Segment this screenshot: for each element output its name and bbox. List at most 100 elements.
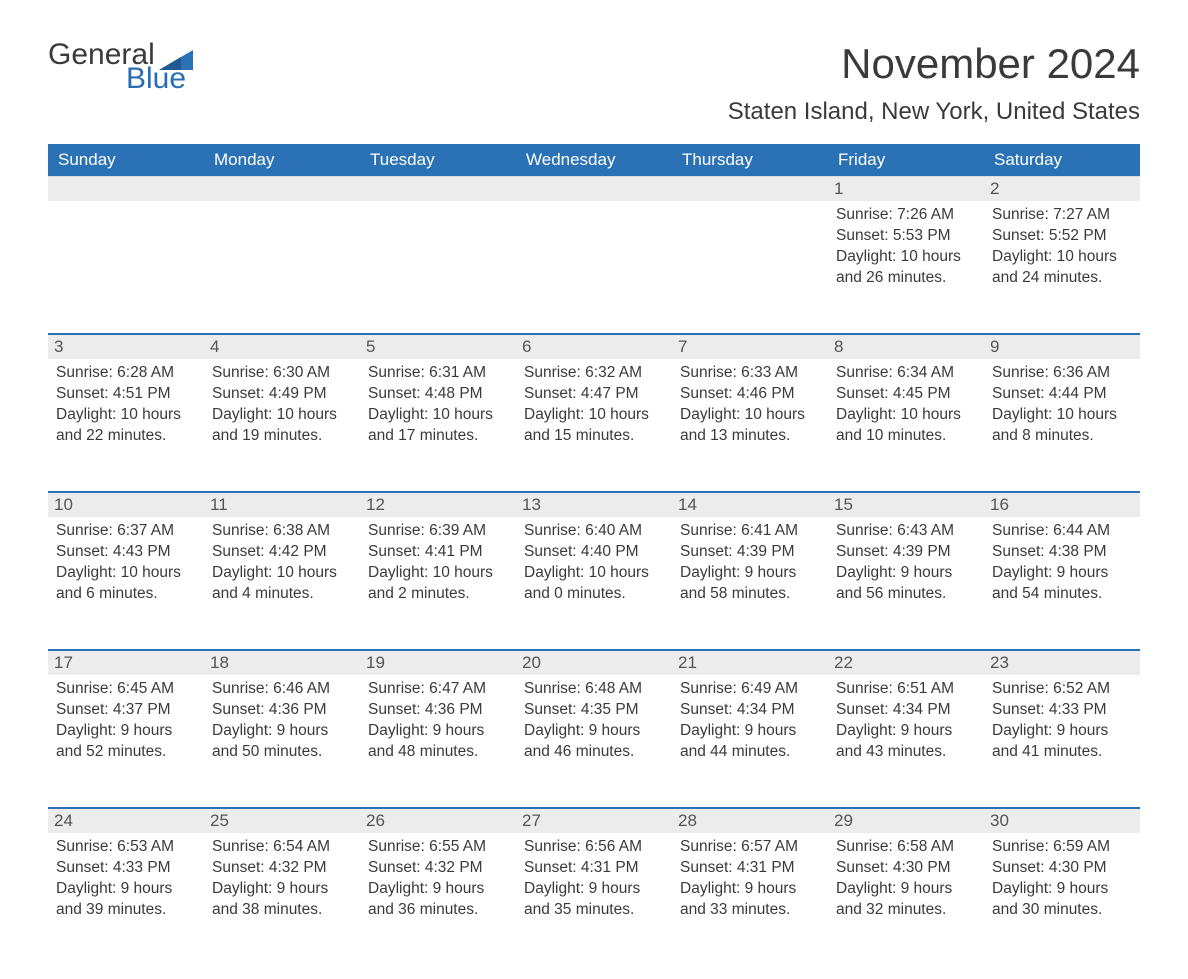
daylight-line: Daylight: 10 hours and 13 minutes.: [680, 405, 820, 447]
daylight-line: Daylight: 9 hours and 33 minutes.: [680, 879, 820, 921]
sunset-line: Sunset: 4:42 PM: [212, 542, 352, 563]
day-number: 29: [828, 809, 984, 833]
sunset-line: Sunset: 4:30 PM: [992, 858, 1132, 879]
day-number: 9: [984, 335, 1140, 359]
sunset-line: Sunset: 4:44 PM: [992, 384, 1132, 405]
day-number: 21: [672, 651, 828, 675]
day-number: 1: [828, 177, 984, 201]
sunset-line: Sunset: 4:49 PM: [212, 384, 352, 405]
day-number: 25: [204, 809, 360, 833]
day-number-blank: [204, 177, 360, 201]
day-cell: 20Sunrise: 6:48 AMSunset: 4:35 PMDayligh…: [516, 651, 672, 781]
weekday-header: Sunday: [48, 144, 204, 176]
day-number: 17: [48, 651, 204, 675]
sunset-line: Sunset: 4:39 PM: [836, 542, 976, 563]
day-cell: 30Sunrise: 6:59 AMSunset: 4:30 PMDayligh…: [984, 809, 1140, 939]
sunset-line: Sunset: 4:40 PM: [524, 542, 664, 563]
day-cell: 1Sunrise: 7:26 AMSunset: 5:53 PMDaylight…: [828, 177, 984, 307]
daylight-line: Daylight: 10 hours and 15 minutes.: [524, 405, 664, 447]
empty-cell: [672, 177, 828, 307]
day-number: 5: [360, 335, 516, 359]
daylight-line: Daylight: 10 hours and 24 minutes.: [992, 247, 1132, 289]
sunrise-line: Sunrise: 6:38 AM: [212, 521, 352, 542]
sunrise-line: Sunrise: 6:40 AM: [524, 521, 664, 542]
sunrise-line: Sunrise: 6:32 AM: [524, 363, 664, 384]
daylight-line: Daylight: 9 hours and 32 minutes.: [836, 879, 976, 921]
sunrise-line: Sunrise: 6:37 AM: [56, 521, 196, 542]
sunrise-line: Sunrise: 6:54 AM: [212, 837, 352, 858]
sunrise-line: Sunrise: 7:27 AM: [992, 205, 1132, 226]
day-cell: 29Sunrise: 6:58 AMSunset: 4:30 PMDayligh…: [828, 809, 984, 939]
daylight-line: Daylight: 9 hours and 58 minutes.: [680, 563, 820, 605]
day-number: 7: [672, 335, 828, 359]
day-number: 22: [828, 651, 984, 675]
sunrise-line: Sunrise: 6:33 AM: [680, 363, 820, 384]
daylight-line: Daylight: 9 hours and 35 minutes.: [524, 879, 664, 921]
daylight-line: Daylight: 9 hours and 38 minutes.: [212, 879, 352, 921]
sunrise-line: Sunrise: 6:28 AM: [56, 363, 196, 384]
sunset-line: Sunset: 4:39 PM: [680, 542, 820, 563]
day-number: 15: [828, 493, 984, 517]
day-cell: 3Sunrise: 6:28 AMSunset: 4:51 PMDaylight…: [48, 335, 204, 465]
sunset-line: Sunset: 4:33 PM: [56, 858, 196, 879]
day-cell: 13Sunrise: 6:40 AMSunset: 4:40 PMDayligh…: [516, 493, 672, 623]
sunset-line: Sunset: 4:51 PM: [56, 384, 196, 405]
day-cell: 11 Sunrise: 6:38 AMSunset: 4:42 PMDayligh…: [204, 493, 360, 623]
sunset-line: Sunset: 4:33 PM: [992, 700, 1132, 721]
day-number: 20: [516, 651, 672, 675]
daylight-line: Daylight: 10 hours and 2 minutes.: [368, 563, 508, 605]
empty-cell: [516, 177, 672, 307]
weekday-header: Wednesday: [516, 144, 672, 176]
month-title: November 2024: [728, 40, 1140, 88]
sunset-line: Sunset: 4:45 PM: [836, 384, 976, 405]
sunset-line: Sunset: 4:34 PM: [836, 700, 976, 721]
calendar: SundayMondayTuesdayWednesdayThursdayFrid…: [48, 144, 1140, 939]
daylight-line: Daylight: 10 hours and 26 minutes.: [836, 247, 976, 289]
weekday-header: Thursday: [672, 144, 828, 176]
daylight-line: Daylight: 9 hours and 50 minutes.: [212, 721, 352, 763]
day-cell: 4Sunrise: 6:30 AMSunset: 4:49 PMDaylight…: [204, 335, 360, 465]
sunrise-line: Sunrise: 6:34 AM: [836, 363, 976, 384]
day-cell: 17Sunrise: 6:45 AMSunset: 4:37 PMDayligh…: [48, 651, 204, 781]
logo-text-blue: Blue: [126, 64, 193, 94]
sunset-line: Sunset: 4:37 PM: [56, 700, 196, 721]
day-cell: 22Sunrise: 6:51 AMSunset: 4:34 PMDayligh…: [828, 651, 984, 781]
sunrise-line: Sunrise: 6:43 AM: [836, 521, 976, 542]
daylight-line: Daylight: 9 hours and 39 minutes.: [56, 879, 196, 921]
day-number: 13: [516, 493, 672, 517]
weekday-header: Monday: [204, 144, 360, 176]
calendar-body: 1Sunrise: 7:26 AMSunset: 5:53 PMDaylight…: [48, 176, 1140, 939]
title-block: November 2024 Staten Island, New York, U…: [728, 40, 1140, 126]
day-cell: 25Sunrise: 6:54 AMSunset: 4:32 PMDayligh…: [204, 809, 360, 939]
sunrise-line: Sunrise: 6:39 AM: [368, 521, 508, 542]
daylight-line: Daylight: 9 hours and 36 minutes.: [368, 879, 508, 921]
daylight-line: Daylight: 9 hours and 43 minutes.: [836, 721, 976, 763]
day-cell: 2Sunrise: 7:27 AMSunset: 5:52 PMDaylight…: [984, 177, 1140, 307]
sunrise-line: Sunrise: 6:47 AM: [368, 679, 508, 700]
sunrise-line: Sunrise: 6:46 AM: [212, 679, 352, 700]
calendar-header-row: SundayMondayTuesdayWednesdayThursdayFrid…: [48, 144, 1140, 176]
day-number: 30: [984, 809, 1140, 833]
sunset-line: Sunset: 4:31 PM: [680, 858, 820, 879]
day-number: 23: [984, 651, 1140, 675]
day-cell: 19Sunrise: 6:47 AMSunset: 4:36 PMDayligh…: [360, 651, 516, 781]
sunrise-line: Sunrise: 6:57 AM: [680, 837, 820, 858]
day-cell: 15Sunrise: 6:43 AMSunset: 4:39 PMDayligh…: [828, 493, 984, 623]
day-cell: 28Sunrise: 6:57 AMSunset: 4:31 PMDayligh…: [672, 809, 828, 939]
location: Staten Island, New York, United States: [728, 98, 1140, 126]
daylight-line: Daylight: 10 hours and 22 minutes.: [56, 405, 196, 447]
daylight-line: Daylight: 10 hours and 4 minutes.: [212, 563, 352, 605]
header: General Blue November 2024 Staten Island…: [48, 40, 1140, 126]
day-number: 19: [360, 651, 516, 675]
daylight-line: Daylight: 10 hours and 10 minutes.: [836, 405, 976, 447]
sunset-line: Sunset: 4:38 PM: [992, 542, 1132, 563]
sunrise-line: Sunrise: 6:30 AM: [212, 363, 352, 384]
weekday-header: Friday: [828, 144, 984, 176]
weekday-header: Tuesday: [360, 144, 516, 176]
day-cell: 23Sunrise: 6:52 AMSunset: 4:33 PMDayligh…: [984, 651, 1140, 781]
day-number: 11: [204, 493, 360, 517]
sunrise-line: Sunrise: 6:45 AM: [56, 679, 196, 700]
day-number: 16: [984, 493, 1140, 517]
daylight-line: Daylight: 9 hours and 41 minutes.: [992, 721, 1132, 763]
sunset-line: Sunset: 4:41 PM: [368, 542, 508, 563]
